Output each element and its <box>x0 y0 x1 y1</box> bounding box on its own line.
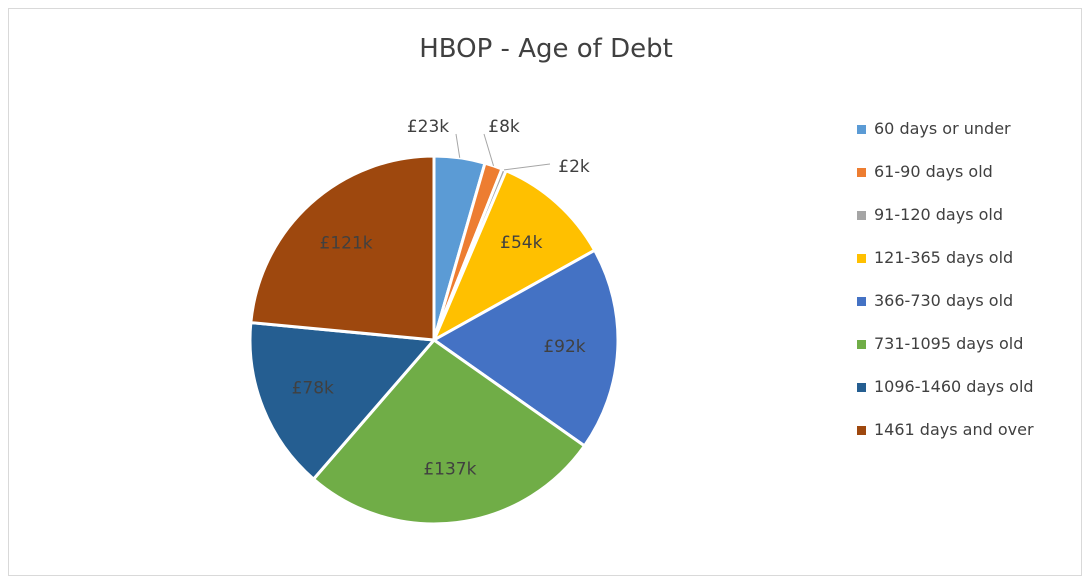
legend-label: 91-120 days old <box>874 205 1003 224</box>
pie-slice-366-730-days-old <box>432 248 620 448</box>
legend-item-60-days-or-under: 60 days or under <box>857 119 1034 162</box>
leader-line-60-days-or-under <box>455 133 461 158</box>
pie-slices <box>248 154 620 526</box>
data-label-731-1095-days-old: £137k <box>423 460 476 480</box>
pie-slice-1096-1460-days-old <box>248 321 436 481</box>
legend-item-61-90-days-old: 61-90 days old <box>857 162 1034 205</box>
data-labels: £23k £8k £2k £54k £92k £137k £78k £121k <box>292 117 590 480</box>
legend-item-1461-days-and-over: 1461 days and over <box>857 420 1034 463</box>
legend-item-731-1095-days-old: 731-1095 days old <box>857 334 1034 377</box>
legend-swatch <box>857 254 866 263</box>
legend-swatch <box>857 297 866 306</box>
data-label-61-90-days-old: £8k <box>488 117 520 137</box>
legend-item-91-120-days-old: 91-120 days old <box>857 205 1034 248</box>
legend-label: 1461 days and over <box>874 420 1034 439</box>
data-label-1096-1460-days-old: £78k <box>292 379 334 399</box>
legend-label: 1096-1460 days old <box>874 377 1034 396</box>
leader-line-61-90-days-old <box>483 133 495 167</box>
legend-item-1096-1460-days-old: 1096-1460 days old <box>857 377 1034 420</box>
data-label-1461-days-and-over: £121k <box>320 233 373 253</box>
data-label-91-120-days-old: £2k <box>558 157 590 177</box>
legend-label: 731-1095 days old <box>874 334 1024 353</box>
legend-label: 60 days or under <box>874 119 1011 138</box>
data-label-60-days-or-under: £23k <box>407 117 449 137</box>
legend-swatch <box>857 211 866 220</box>
legend-swatch <box>857 168 866 177</box>
legend-item-366-730-days-old: 366-730 days old <box>857 291 1034 334</box>
legend: 60 days or under 61-90 days old 91-120 day… <box>857 119 1034 463</box>
legend-label: 121-365 days old <box>874 248 1014 267</box>
pie-slice-121-365-days-old <box>432 169 597 342</box>
pie-slice-1461-days-and-over <box>249 154 436 342</box>
legend-label: 61-90 days old <box>874 162 993 181</box>
chart-title: HBOP - Age of Debt <box>419 34 673 64</box>
legend-swatch <box>857 426 866 435</box>
legend-item-121-365-days-old: 121-365 days old <box>857 248 1034 291</box>
leader-lines <box>455 133 551 171</box>
legend-label: 366-730 days old <box>874 291 1014 310</box>
data-label-366-730-days-old: £92k <box>543 337 585 357</box>
legend-swatch <box>857 340 866 349</box>
leader-line-91-120-days-old <box>503 163 551 171</box>
data-label-121-365-days-old: £54k <box>500 233 542 253</box>
legend-swatch <box>857 125 866 134</box>
legend-swatch <box>857 383 866 392</box>
pie-slice-731-1095-days-old <box>312 338 586 526</box>
